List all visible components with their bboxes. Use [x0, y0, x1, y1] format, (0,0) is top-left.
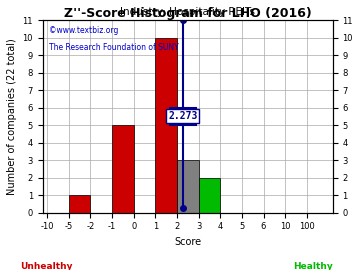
- Bar: [69, 195, 90, 212]
- Y-axis label: Number of companies (22 total): Number of companies (22 total): [7, 38, 17, 195]
- Bar: [177, 160, 199, 212]
- Text: The Research Foundation of SUNY: The Research Foundation of SUNY: [49, 43, 178, 52]
- Bar: [155, 38, 177, 212]
- X-axis label: Score: Score: [174, 237, 201, 247]
- Text: ©www.textbiz.org: ©www.textbiz.org: [49, 26, 118, 35]
- Text: Unhealthy: Unhealthy: [21, 262, 73, 270]
- Title: Z''-Score Histogram for LHO (2016): Z''-Score Histogram for LHO (2016): [64, 7, 312, 20]
- Text: 2.273: 2.273: [168, 111, 198, 121]
- Bar: [112, 125, 134, 212]
- Text: Healthy: Healthy: [293, 262, 333, 270]
- Text: Industry: Hospitality REITs: Industry: Hospitality REITs: [120, 7, 255, 17]
- Bar: [199, 178, 220, 212]
